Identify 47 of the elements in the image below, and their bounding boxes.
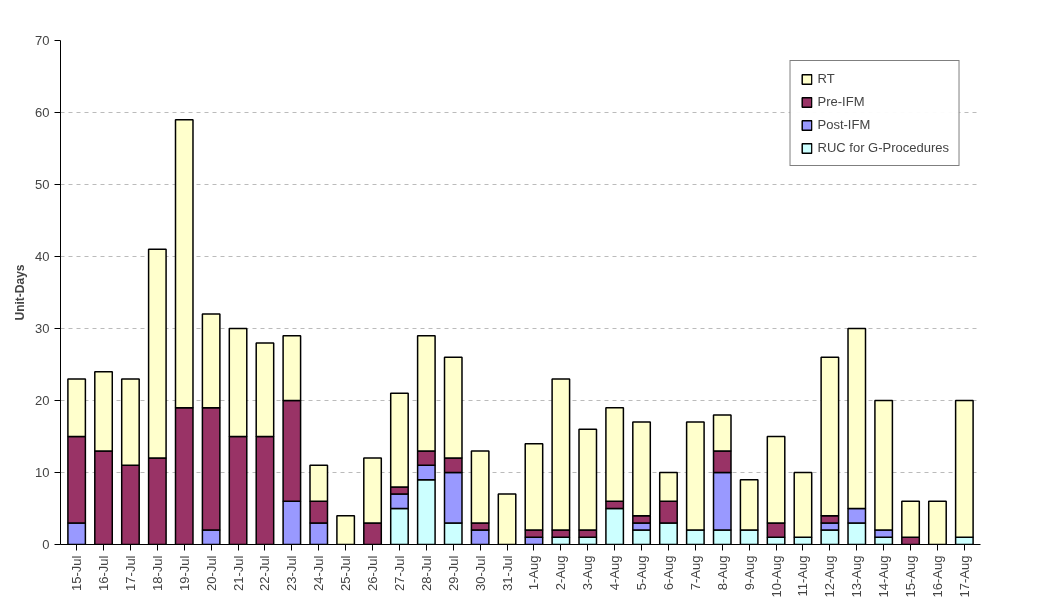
y-tick-label: 20 xyxy=(35,393,50,408)
x-tick-label: 10-Aug xyxy=(768,555,784,598)
x-tick-label: 30-Jul xyxy=(472,555,488,591)
x-tick-label: 13-Aug xyxy=(849,555,865,598)
x-tick-label: 29-Jul xyxy=(445,555,461,591)
legend-label: Pre-IFM xyxy=(817,94,865,109)
x-tick-label: 5-Aug xyxy=(634,555,650,591)
x-tick-label: 22-Jul xyxy=(257,555,273,591)
y-tick-label: 50 xyxy=(35,177,50,192)
x-tick-label: 31-Jul xyxy=(499,555,515,591)
legend-label: Post-IFM xyxy=(817,117,871,132)
x-tick-label: 18-Jul xyxy=(149,555,165,591)
x-tick-label: 21-Jul xyxy=(230,555,246,591)
x-tick-label: 11-Aug xyxy=(795,555,811,597)
y-axis-title: Unit-Days xyxy=(13,264,28,321)
x-tick-label: 20-Jul xyxy=(203,555,219,591)
x-tick-label: 7-Aug xyxy=(687,555,703,591)
y-tick-label: 0 xyxy=(42,537,50,552)
x-tick-label: 27-Jul xyxy=(391,555,407,591)
legend-label: RUC for G-Procedures xyxy=(817,140,949,155)
y-tick-label: 30 xyxy=(35,321,50,336)
y-tick-label: 60 xyxy=(35,105,50,120)
x-tick-label: 28-Jul xyxy=(418,555,434,591)
x-tick-label: 19-Jul xyxy=(176,555,192,591)
x-tick-label: 25-Jul xyxy=(338,555,354,591)
x-tick-label: 17-Aug xyxy=(956,555,972,598)
x-tick-label: 1-Aug xyxy=(526,555,542,591)
x-tick-label: 14-Aug xyxy=(876,555,892,598)
x-tick-label: 6-Aug xyxy=(660,555,676,591)
y-tick-label: 10 xyxy=(35,465,50,480)
x-tick-label: 16-Aug xyxy=(929,555,945,598)
x-tick-label: 9-Aug xyxy=(741,555,757,591)
x-tick-label: 26-Jul xyxy=(365,555,381,591)
x-tick-label: 4-Aug xyxy=(607,555,623,591)
x-tick-label: 15-Jul xyxy=(69,555,85,591)
x-tick-label: 2-Aug xyxy=(553,555,569,591)
x-tick-label: 8-Aug xyxy=(714,555,730,591)
x-tick-label: 17-Jul xyxy=(122,555,138,591)
x-tick-label: 16-Jul xyxy=(96,555,112,591)
y-tick-label: 70 xyxy=(35,33,50,48)
x-tick-label: 12-Aug xyxy=(822,555,838,598)
legend-label: RT xyxy=(817,71,836,86)
x-tick-label: 24-Jul xyxy=(311,555,327,591)
x-tick-label: 3-Aug xyxy=(580,555,596,591)
x-tick-label: 23-Jul xyxy=(284,555,300,591)
y-tick-label: 40 xyxy=(35,249,50,264)
x-tick-label: 15-Aug xyxy=(903,555,919,598)
